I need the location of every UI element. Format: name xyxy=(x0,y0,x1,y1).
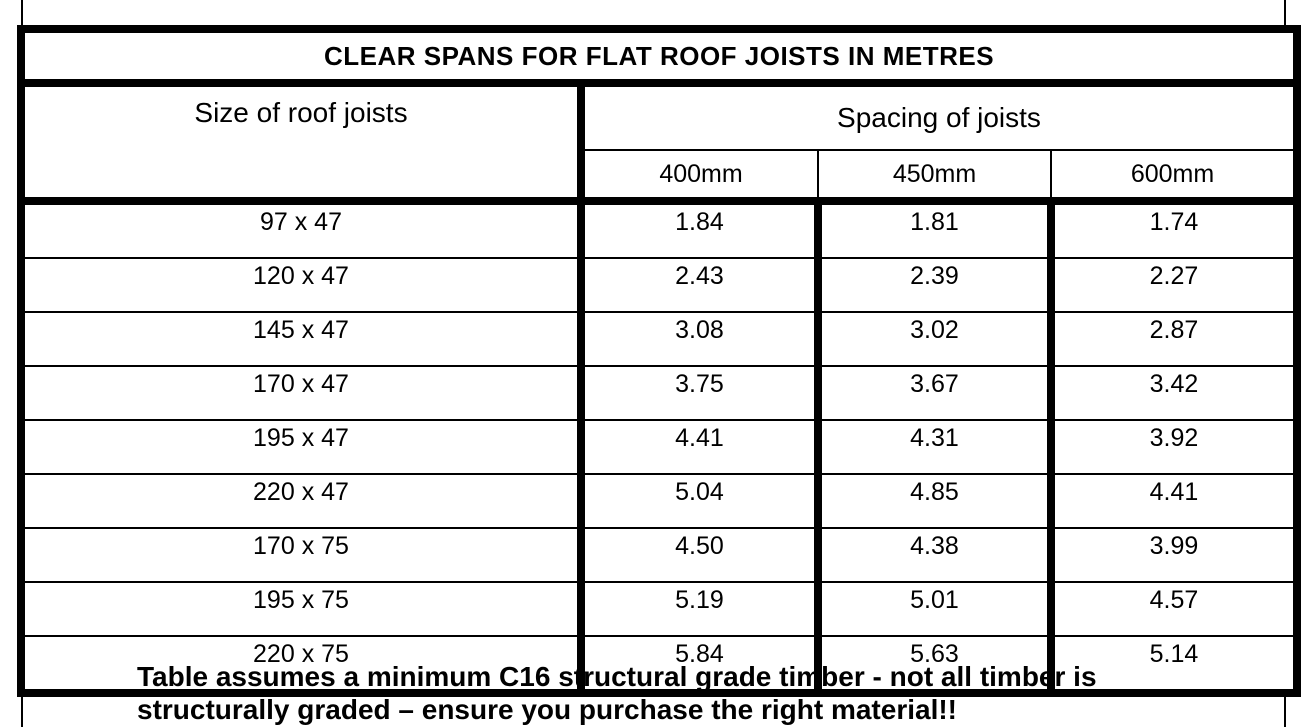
span-value-cell: 5.01 xyxy=(818,582,1055,637)
span-value-cell: 2.39 xyxy=(818,258,1055,313)
span-value-cell: 3.08 xyxy=(581,312,822,367)
span-value-cell: 5.04 xyxy=(581,474,822,529)
footnote-line-1: Table assumes a minimum C16 structural g… xyxy=(137,661,1097,692)
table-row: 170 x 75 4.50 4.38 3.99 xyxy=(21,528,1297,583)
spacing-column-header-450mm: 450mm xyxy=(818,150,1052,205)
span-value-cell: 3.02 xyxy=(818,312,1055,367)
joist-size-cell: 195 x 47 xyxy=(21,420,585,475)
span-value-cell: 5.14 xyxy=(1051,636,1297,694)
span-value-cell: 2.27 xyxy=(1051,258,1297,313)
table-row: 120 x 47 2.43 2.39 2.27 xyxy=(21,258,1297,313)
spacing-column-header-600mm: 600mm xyxy=(1051,150,1298,205)
span-value-cell: 4.41 xyxy=(1051,474,1297,529)
joist-size-cell: 220 x 75 xyxy=(21,636,585,694)
span-value-cell: 4.85 xyxy=(818,474,1055,529)
joist-size-cell: 120 x 47 xyxy=(21,258,585,313)
joist-size-cell: 97 x 47 xyxy=(21,201,585,259)
table-row: 97 x 47 1.84 1.81 1.74 xyxy=(21,201,1297,259)
span-value-cell: 3.42 xyxy=(1051,366,1297,421)
spacing-column-header-400mm: 400mm xyxy=(581,150,819,205)
table-row: 220 x 75 5.84 5.63 5.14 xyxy=(21,636,1297,694)
span-value-cell: 1.81 xyxy=(818,201,1055,259)
span-value-cell: 1.84 xyxy=(581,201,822,259)
joist-size-cell: 195 x 75 xyxy=(21,582,585,637)
header-row-spacing: Size of roof joists Spacing of joists xyxy=(21,83,1297,205)
roof-joist-span-table: CLEAR SPANS FOR FLAT ROOF JOISTS IN METR… xyxy=(17,25,1301,697)
table-footnote: Table assumes a minimum C16 structural g… xyxy=(137,660,1237,726)
span-value-cell: 2.87 xyxy=(1051,312,1297,367)
span-value-cell: 4.31 xyxy=(818,420,1055,475)
span-value-cell: 4.38 xyxy=(818,528,1055,583)
size-of-joists-header: Size of roof joists xyxy=(21,83,585,205)
title-row: CLEAR SPANS FOR FLAT ROOF JOISTS IN METR… xyxy=(21,29,1297,87)
span-value-cell: 5.19 xyxy=(581,582,822,637)
span-value-cell: 5.63 xyxy=(818,636,1055,694)
table-row: 195 x 75 5.19 5.01 4.57 xyxy=(21,582,1297,637)
joist-size-cell: 170 x 47 xyxy=(21,366,585,421)
span-value-cell: 4.50 xyxy=(581,528,822,583)
table-row: 145 x 47 3.08 3.02 2.87 xyxy=(21,312,1297,367)
span-value-cell: 3.99 xyxy=(1051,528,1297,583)
span-value-cell: 2.43 xyxy=(581,258,822,313)
span-value-cell: 5.84 xyxy=(581,636,822,694)
table-title: CLEAR SPANS FOR FLAT ROOF JOISTS IN METR… xyxy=(21,29,1297,87)
footnote-line-2: structurally graded – ensure you purchas… xyxy=(137,694,957,725)
span-value-cell: 4.57 xyxy=(1051,582,1297,637)
joist-size-cell: 145 x 47 xyxy=(21,312,585,367)
span-value-cell: 3.75 xyxy=(581,366,822,421)
header-row-spacing-values: 400mm 450mm 600mm xyxy=(21,150,1298,205)
table-row: 170 x 47 3.75 3.67 3.42 xyxy=(21,366,1297,421)
table-row: 220 x 47 5.04 4.85 4.41 xyxy=(21,474,1297,529)
span-value-cell: 3.92 xyxy=(1051,420,1297,475)
span-value-cell: 1.74 xyxy=(1051,201,1297,259)
span-value-cell: 3.67 xyxy=(818,366,1055,421)
spacing-of-joists-header: Spacing of joists xyxy=(581,83,1297,151)
joist-size-cell: 220 x 47 xyxy=(21,474,585,529)
joist-size-cell: 170 x 75 xyxy=(21,528,585,583)
span-value-cell: 4.41 xyxy=(581,420,822,475)
table-row: 195 x 47 4.41 4.31 3.92 xyxy=(21,420,1297,475)
